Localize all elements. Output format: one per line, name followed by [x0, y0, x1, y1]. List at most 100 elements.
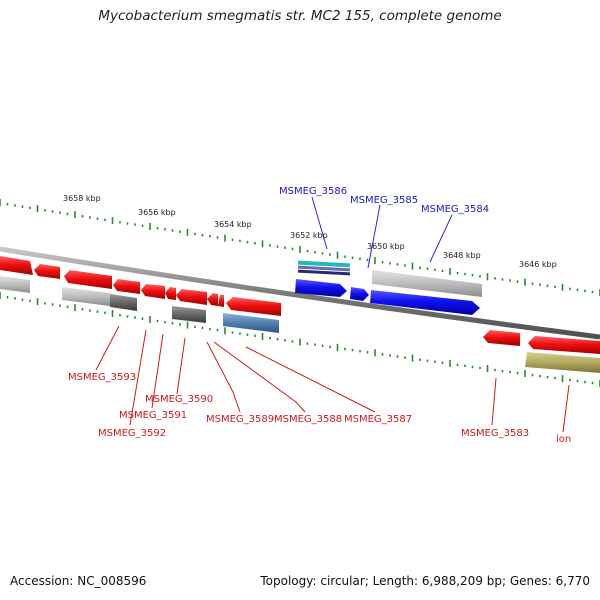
- leader-msmeg-3589: [206, 341, 241, 413]
- ruler-top-tick: [284, 246, 286, 249]
- ruler-top-tick: [336, 251, 339, 259]
- ruler-bottom-tick: [299, 338, 301, 346]
- gene-msmeg-3585: [372, 270, 482, 297]
- ruler-bottom-tick: [96, 310, 99, 313]
- ruler-bottom-tick: [201, 326, 204, 330]
- gene-rev-9: [218, 295, 224, 307]
- ruler-bottom-tick: [584, 380, 586, 384]
- ruler-top-tick: [314, 251, 316, 254]
- ruler-bottom-tick: [591, 381, 594, 385]
- ruler-top-tick: [201, 234, 204, 237]
- ruler-bottom-tick: [366, 351, 369, 354]
- ruler-top-tick: [576, 288, 579, 292]
- gene-dgray-2: [172, 306, 206, 323]
- ruler-top-tick: [456, 271, 459, 275]
- ruler-top-tick: [374, 257, 376, 265]
- leader-msmeg-3593: [95, 325, 120, 371]
- gene-fwd-2: [350, 287, 369, 301]
- label-msmeg-3586: MSMEG_3586: [279, 186, 347, 197]
- genome-backbone: [0, 246, 600, 340]
- gene-msmeg-3586-b: [297, 265, 351, 272]
- ruler-top-tick: [306, 249, 309, 253]
- label-msmeg-3593: MSMEG_3593: [68, 372, 136, 383]
- genome-summary-text: Topology: circular; Length: 6,988,209 bp…: [260, 574, 590, 588]
- ruler-top-tick: [329, 253, 331, 256]
- ruler-bottom-tick: [194, 325, 196, 328]
- ruler-bottom-tick: [524, 370, 526, 378]
- ruler-top-tick: [404, 264, 406, 267]
- ruler-top-tick: [524, 278, 526, 286]
- tick-label-3648: 3648 kbp: [443, 251, 481, 260]
- ruler-bottom-tick: [411, 354, 414, 362]
- ruler-bottom-tick: [471, 365, 474, 369]
- ruler-bottom-tick: [111, 310, 114, 317]
- ruler-top-tick: [104, 218, 106, 222]
- ruler-bottom-tick: [171, 322, 174, 325]
- ruler-top-tick: [134, 223, 136, 226]
- ruler-top-tick: [261, 240, 264, 248]
- leader-lon: [562, 384, 570, 433]
- ruler-bottom-tick: [321, 344, 324, 347]
- ruler-top-tick: [464, 272, 466, 276]
- ruler-top-tick: [381, 261, 384, 264]
- gene-rev-6: [165, 287, 176, 300]
- tick-label-3654: 3654 kbp: [214, 220, 252, 229]
- ruler-top-tick: [194, 232, 196, 236]
- ruler-top-tick: [479, 275, 481, 278]
- ruler-top-tick: [254, 242, 256, 245]
- gene-msmeg-3584: [370, 290, 480, 315]
- gene-rev-2: [34, 264, 60, 279]
- ruler-bottom-tick: [156, 319, 159, 323]
- ruler-bottom-tick: [329, 345, 331, 349]
- ruler-top-tick: [149, 223, 151, 230]
- ruler-top-tick: [411, 262, 414, 270]
- ruler-bottom-tick: [134, 316, 136, 319]
- leader-msmeg-3590: [176, 337, 186, 395]
- ruler-bottom-tick: [509, 370, 511, 374]
- label-msmeg-3590: MSMEG_3590: [145, 394, 213, 405]
- ruler-bottom-tick: [486, 365, 489, 372]
- ruler-top-tick: [89, 216, 91, 219]
- ruler-bottom-tick: [29, 299, 31, 303]
- ruler-top-tick: [546, 284, 549, 287]
- ruler-top-tick: [0, 199, 1, 206]
- ruler-top-tick: [299, 246, 301, 253]
- ruler-bottom-tick: [254, 334, 256, 337]
- ruler-top-tick: [21, 205, 24, 208]
- ruler-bottom-tick: [36, 298, 39, 306]
- ruler-bottom-tick: [479, 366, 481, 370]
- ruler-bottom-tick: [494, 368, 496, 372]
- ruler-bottom-tick: [561, 375, 564, 383]
- ruler-top-tick: [81, 215, 84, 218]
- ruler-bottom-tick: [141, 317, 144, 320]
- ruler-bottom-tick: [179, 323, 181, 326]
- ruler-bottom-tick: [239, 332, 241, 335]
- ruler-top-tick: [164, 228, 166, 231]
- label-msmeg-3583: MSMEG_3583: [461, 428, 529, 439]
- ruler-bottom-tick: [569, 378, 571, 382]
- ruler-top-tick: [96, 217, 99, 220]
- ruler-bottom-tick: [231, 331, 234, 334]
- ruler-bottom-tick: [104, 311, 106, 314]
- ruler-top: [0, 199, 600, 296]
- ruler-bottom-tick: [539, 374, 541, 378]
- ruler-top-tick: [171, 229, 174, 232]
- ruler-top-tick: [276, 245, 279, 248]
- label-msmeg-3588: MSMEG_3588: [274, 414, 342, 425]
- leader-msmeg-3588: [213, 341, 306, 413]
- ruler-top-tick: [269, 244, 271, 247]
- ruler-top-tick: [419, 266, 421, 269]
- ruler-top-tick: [426, 267, 429, 270]
- tick-labels: 3658 kbp 3656 kbp 3654 kbp 3652 kbp 3650…: [63, 194, 557, 269]
- ruler-bottom-tick: [359, 350, 361, 353]
- gene-gray-2: [62, 287, 110, 306]
- ruler-bottom-tick: [164, 321, 166, 324]
- leader-lines: [95, 196, 570, 433]
- label-msmeg-3585: MSMEG_3585: [350, 195, 418, 206]
- ruler-top-tick: [494, 277, 496, 280]
- ruler-top-tick: [186, 228, 189, 236]
- ruler-bottom-tick: [516, 371, 519, 375]
- ruler-bottom-tick: [89, 309, 91, 312]
- ruler-bottom-tick: [269, 336, 271, 340]
- ruler-bottom-tick: [501, 369, 504, 373]
